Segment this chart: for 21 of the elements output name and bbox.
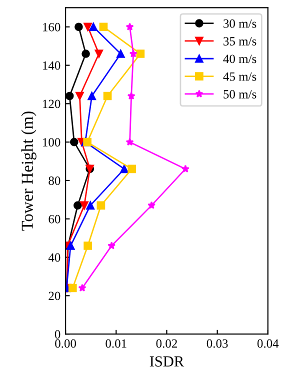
x-tick-label: 0.01 [106, 339, 126, 348]
x-tick-label: 0.04 [257, 339, 279, 348]
y-tick-label: 40 [48, 253, 60, 262]
y-tick-label: 140 [43, 61, 60, 70]
y-tick-label: 60 [48, 214, 60, 224]
x-axis-title: ISDR [150, 356, 184, 367]
legend-label: 45 m/s [223, 72, 256, 81]
legend-label: 40 m/s [223, 54, 256, 64]
y-tick-label: 0 [54, 330, 60, 339]
y-tick-label: 120 [43, 100, 60, 108]
legend-label: 30 m/s [224, 19, 256, 28]
y-tick-label: 160 [43, 22, 60, 32]
x-tick-label: 0.03 [206, 339, 228, 348]
y-tick-label: 80 [48, 176, 60, 185]
x-tick-label: 0.02 [156, 339, 177, 348]
legend-label: 50 m/s [224, 90, 256, 98]
y-axis-title: Tower Height (m) [21, 112, 36, 231]
y-tick-label: 20 [48, 292, 60, 300]
x-tick-label: 0.00 [55, 339, 76, 348]
y-tick-label: 100 [43, 138, 60, 147]
legend-label: 35 m/s [224, 37, 256, 46]
